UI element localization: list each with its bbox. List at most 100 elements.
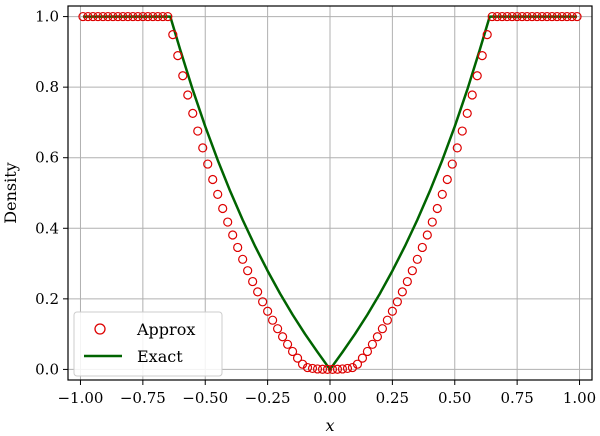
approx-point bbox=[422, 230, 432, 240]
approx-point bbox=[118, 11, 128, 22]
y-tick-label: 0.4 bbox=[35, 219, 59, 237]
approx-point bbox=[302, 362, 313, 373]
x-tick-label: 0.50 bbox=[438, 389, 471, 407]
approx-point bbox=[442, 174, 452, 185]
approx-point bbox=[148, 11, 158, 22]
x-tick-label: −0.50 bbox=[182, 389, 228, 407]
approx-point bbox=[312, 364, 323, 374]
approx-point bbox=[432, 203, 442, 214]
approx-point bbox=[248, 276, 258, 287]
approx-point bbox=[273, 324, 283, 334]
approx-point bbox=[452, 143, 462, 153]
approx-point bbox=[387, 306, 397, 316]
x-tick-label: −1.00 bbox=[57, 389, 103, 407]
approx-point bbox=[557, 11, 567, 22]
approx-point bbox=[277, 332, 288, 342]
y-tick-label: 1.0 bbox=[35, 8, 59, 26]
approx-point bbox=[253, 287, 263, 297]
approx-point bbox=[437, 189, 447, 199]
approx-point bbox=[342, 363, 353, 374]
approx-point bbox=[562, 11, 572, 22]
approx-point bbox=[382, 315, 392, 325]
y-tick-label: 0.6 bbox=[35, 149, 59, 167]
approx-point bbox=[327, 364, 338, 374]
approx-point bbox=[307, 363, 318, 374]
approx-point bbox=[88, 11, 98, 22]
x-tick-label: 0.75 bbox=[500, 389, 533, 407]
approx-point bbox=[332, 364, 343, 374]
approx-point bbox=[507, 11, 517, 22]
approx-point bbox=[133, 11, 143, 22]
approx-point bbox=[337, 364, 348, 374]
approx-point bbox=[487, 11, 497, 22]
approx-point bbox=[357, 353, 368, 363]
approx-point bbox=[158, 11, 168, 22]
approx-point bbox=[367, 339, 378, 349]
approx-point bbox=[143, 11, 153, 22]
approx-point bbox=[228, 230, 238, 240]
approx-point bbox=[193, 126, 203, 136]
approx-point bbox=[537, 11, 547, 22]
approx-point bbox=[482, 30, 492, 40]
approx-point bbox=[457, 126, 467, 136]
approx-point bbox=[198, 143, 208, 153]
y-axis-label: Density bbox=[1, 162, 20, 223]
x-tick-label: 0.00 bbox=[313, 389, 346, 407]
approx-point bbox=[322, 364, 333, 374]
approx-point bbox=[258, 297, 268, 307]
approx-point bbox=[168, 30, 178, 40]
y-tick-label: 0.0 bbox=[35, 360, 59, 378]
approx-point bbox=[532, 11, 542, 22]
legend-marker-approx bbox=[94, 323, 106, 335]
approx-point bbox=[522, 11, 532, 22]
approx-series bbox=[78, 11, 582, 374]
legend-box bbox=[73, 311, 223, 377]
approx-point bbox=[128, 11, 138, 22]
approx-point bbox=[213, 189, 223, 199]
approx-point bbox=[477, 51, 487, 61]
approx-point bbox=[412, 254, 422, 264]
approx-point bbox=[103, 11, 113, 22]
x-tick-label: 0.25 bbox=[376, 389, 409, 407]
approx-point bbox=[567, 11, 577, 22]
approx-point bbox=[527, 11, 537, 22]
approx-point bbox=[188, 108, 198, 119]
approx-point bbox=[233, 242, 243, 253]
approx-point bbox=[512, 11, 522, 22]
approx-point bbox=[517, 11, 527, 22]
exact-line bbox=[82, 15, 578, 371]
x-tick-label: 1.00 bbox=[563, 389, 596, 407]
approx-point bbox=[183, 90, 193, 100]
approx-point bbox=[492, 11, 502, 22]
approx-point bbox=[287, 346, 298, 357]
approx-point bbox=[173, 51, 183, 61]
legend: Approx Exact bbox=[73, 311, 223, 377]
approx-point bbox=[263, 306, 273, 316]
approx-point bbox=[223, 217, 233, 227]
approx-point bbox=[362, 346, 373, 357]
approx-point bbox=[542, 11, 552, 22]
approx-point bbox=[113, 11, 123, 22]
grid-lines bbox=[68, 6, 592, 380]
approx-point bbox=[108, 11, 118, 22]
approx-point bbox=[317, 364, 328, 374]
approx-point bbox=[497, 11, 507, 22]
approx-point bbox=[502, 11, 512, 22]
approx-point bbox=[472, 71, 482, 81]
approx-point bbox=[78, 11, 88, 22]
approx-point bbox=[218, 203, 228, 214]
approx-point bbox=[268, 315, 278, 325]
y-tick-label: 0.2 bbox=[35, 290, 59, 308]
approx-point bbox=[402, 276, 412, 287]
approx-point bbox=[467, 90, 477, 100]
x-tick-label: −0.75 bbox=[120, 389, 166, 407]
approx-point bbox=[292, 353, 303, 363]
approx-point bbox=[377, 324, 387, 334]
legend-label-approx: Approx bbox=[136, 320, 195, 339]
approx-point bbox=[208, 174, 218, 185]
approx-point bbox=[547, 11, 557, 22]
approx-point bbox=[407, 266, 417, 276]
approx-point bbox=[372, 332, 383, 342]
approx-point bbox=[178, 71, 188, 81]
approx-point bbox=[203, 159, 213, 169]
